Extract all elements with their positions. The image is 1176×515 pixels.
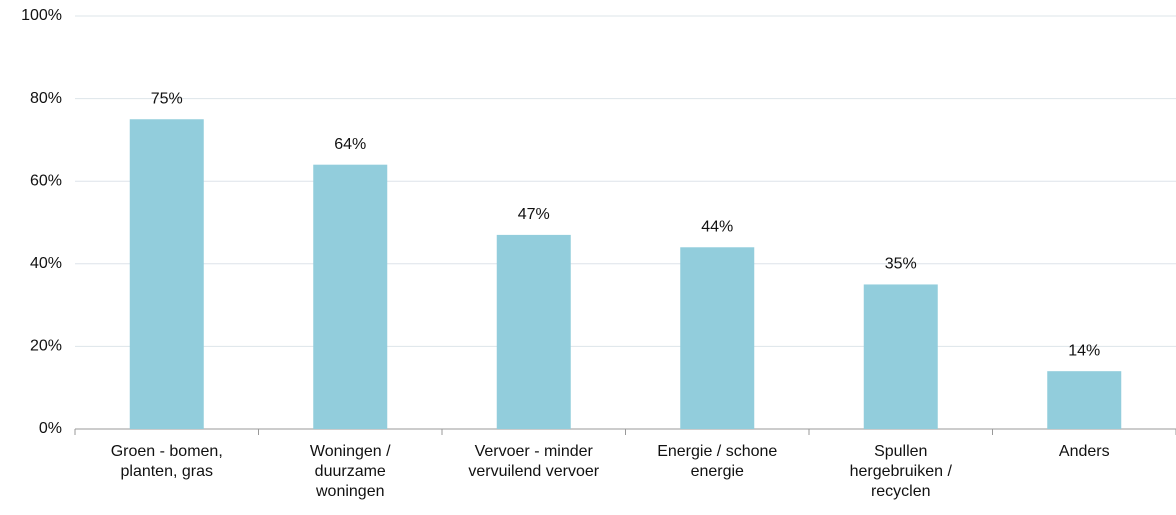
bar bbox=[1047, 371, 1122, 429]
value-label: 35% bbox=[885, 256, 917, 273]
y-tick-label: 100% bbox=[21, 7, 62, 24]
value-label: 75% bbox=[151, 90, 183, 107]
bar bbox=[129, 119, 204, 429]
value-label: 47% bbox=[518, 206, 550, 223]
value-label: 64% bbox=[334, 136, 366, 153]
x-tick-label: Woningen / duurzame woningen bbox=[309, 443, 391, 500]
bar bbox=[680, 247, 755, 429]
y-tick-label: 40% bbox=[30, 255, 62, 272]
x-tick-label: Anders bbox=[1058, 443, 1110, 460]
y-tick-label: 60% bbox=[30, 172, 62, 189]
x-tick-label: Spullen hergebruiken / recyclen bbox=[849, 443, 952, 500]
value-label: 14% bbox=[1068, 342, 1100, 359]
y-tick-label: 0% bbox=[39, 420, 62, 437]
x-tick-label: Groen - bomen, planten, gras bbox=[110, 443, 223, 480]
x-tick-label: Vervoer - minder vervuilend vervoer bbox=[468, 443, 600, 480]
y-tick-label: 20% bbox=[30, 338, 62, 355]
x-tick-label: Energie / schone energie bbox=[657, 443, 778, 480]
bar bbox=[863, 284, 938, 429]
bar bbox=[313, 164, 388, 429]
y-tick-label: 80% bbox=[30, 90, 62, 107]
value-label: 44% bbox=[701, 218, 733, 235]
bar bbox=[496, 234, 571, 429]
